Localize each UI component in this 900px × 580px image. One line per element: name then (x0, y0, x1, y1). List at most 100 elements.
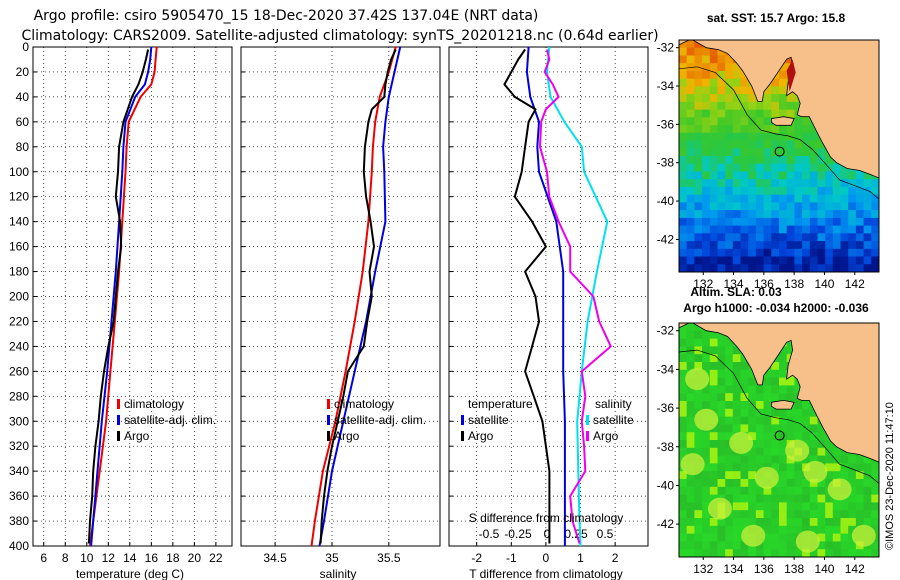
map-cell (755, 148, 765, 157)
map-cell (809, 518, 819, 527)
map-cell (702, 338, 711, 347)
map-cell (848, 479, 857, 488)
map-cell (709, 248, 719, 258)
map-cell (817, 525, 826, 535)
map-cell (725, 233, 734, 242)
map-cell (679, 117, 688, 126)
map-cell (779, 86, 788, 95)
map-cell (755, 132, 765, 142)
map-cell (686, 163, 695, 172)
map-cell (832, 186, 842, 196)
map-cell (709, 264, 719, 272)
map-cell (702, 248, 711, 258)
map-cell (786, 494, 795, 503)
map-cell (794, 510, 803, 519)
legend-satellite-swatch (327, 415, 330, 425)
map-cell (771, 163, 780, 172)
map-cell (794, 256, 803, 265)
height-map-title: Argo h1000: -0.034 h2000: -0.036 (683, 301, 869, 315)
map-cell (725, 225, 734, 234)
map-cell (748, 264, 757, 272)
map-cell (809, 233, 819, 242)
map-cell (779, 140, 788, 149)
map-cell (694, 494, 703, 503)
map-cell (748, 502, 757, 511)
map-cell (694, 323, 703, 332)
map-cell (802, 525, 811, 535)
map-cell (732, 494, 742, 503)
map-cell (679, 354, 688, 363)
map-cell (863, 179, 872, 188)
map-cell (794, 101, 803, 111)
map-cell (686, 354, 695, 363)
height-anomaly-blob (707, 497, 732, 520)
map-cell (694, 354, 703, 363)
map-cell (740, 264, 749, 272)
map-cell (779, 225, 788, 234)
map-cell (779, 94, 788, 103)
map-cell (694, 533, 703, 542)
map-cell (794, 233, 803, 242)
map-cell (779, 525, 788, 535)
map-cell (686, 424, 695, 433)
map-cell (802, 202, 811, 211)
map-cell (855, 549, 865, 557)
map-cell (686, 510, 695, 519)
map-cell (732, 471, 742, 480)
map-cell (717, 241, 726, 250)
map-cell (825, 156, 834, 165)
map-cell (779, 346, 788, 355)
map-cell (779, 377, 788, 386)
map-cell (748, 101, 757, 111)
map-cell (694, 264, 703, 272)
map-cell (779, 156, 788, 165)
map-cell (717, 401, 726, 410)
map-cell (732, 78, 742, 87)
map-cell (686, 94, 695, 103)
map-cell (686, 533, 695, 542)
depth-tick-label: 240 (9, 339, 29, 353)
map-cell (779, 424, 788, 433)
map-cell (802, 432, 811, 441)
map-cell (779, 510, 788, 519)
map-cell (755, 248, 765, 258)
map-cell (817, 256, 826, 265)
map-cell (732, 463, 742, 472)
map-cell (740, 408, 749, 418)
map-cell (794, 163, 803, 172)
map-cell (732, 362, 742, 371)
map-cell (686, 148, 695, 157)
map-cell (771, 101, 780, 111)
map-cell (709, 47, 719, 56)
map-cell (794, 186, 803, 196)
map-cell (694, 179, 703, 188)
map-cell (702, 109, 711, 118)
map-cell (694, 171, 703, 180)
map-cell (732, 125, 742, 134)
map-cell (817, 432, 826, 441)
map-lat-label: -40 (657, 478, 675, 492)
map-cell (786, 346, 795, 355)
temperature-series-climatology (89, 47, 158, 546)
map-cell (832, 248, 842, 258)
map-cell (771, 233, 780, 242)
map-cell (755, 140, 765, 149)
map-cell (709, 202, 719, 211)
map-cell (863, 225, 872, 234)
map-cell (702, 186, 711, 196)
map-cell (825, 179, 834, 188)
map-cell (717, 156, 726, 165)
map-cell (817, 202, 826, 211)
map-cell (725, 156, 734, 165)
map-cell (694, 40, 703, 49)
map-cell (702, 194, 711, 203)
title-line-1: Argo profile: csiro 5905470_15 18-Dec-20… (34, 8, 539, 24)
difference-series-s-satellite (546, 47, 609, 546)
map-cell (725, 63, 734, 72)
map-cell (686, 518, 695, 527)
map-cell (771, 416, 780, 425)
map-cell (771, 202, 780, 211)
map-cell (732, 502, 742, 511)
map-cell (817, 241, 826, 250)
height-anomaly-blob (680, 453, 705, 476)
